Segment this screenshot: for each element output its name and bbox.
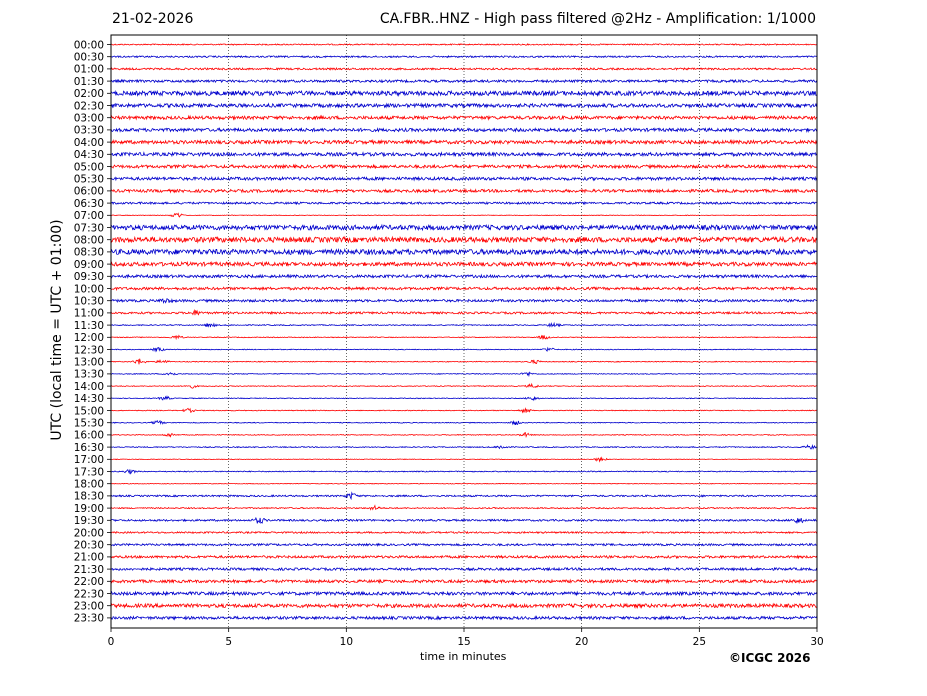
copyright-label: ©ICGC 2026 [729,651,811,665]
y-tick-label: 10:00 [74,283,104,295]
y-tick-label: 08:00 [74,235,104,247]
y-tick-label: 14:30 [74,393,104,405]
y-tick-label: 08:30 [74,247,104,259]
y-tick-label: 13:00 [74,357,104,369]
y-tick-label: 03:30 [74,125,104,137]
y-tick-label: 14:00 [74,381,104,393]
y-tick-label: 20:00 [74,527,104,539]
y-axis-ticks: 00:0000:3001:0001:3002:0002:3003:0003:30… [74,39,111,625]
trace-line [110,444,817,450]
x-tick-label: 30 [810,636,823,648]
chart-title: CA.FBR..HNZ - High pass filtered @2Hz - … [379,11,816,27]
trace-line [110,358,817,365]
vertical-gridlines [228,35,700,628]
y-tick-label: 05:00 [74,161,104,173]
y-tick-label: 07:30 [74,222,104,234]
x-tick-label: 10 [340,636,353,648]
trace-line [110,308,817,316]
trace-line [110,223,817,232]
trace-line [110,469,817,475]
x-tick-label: 20 [575,636,588,648]
y-tick-label: 15:00 [74,405,104,417]
trace-line [110,491,817,501]
y-tick-label: 15:30 [74,418,104,430]
y-tick-label: 20:30 [74,540,104,552]
trace-line [110,138,817,146]
y-tick-label: 12:30 [74,344,104,356]
trace-line [110,482,817,485]
x-tick-label: 0 [108,636,115,648]
y-tick-label: 04:00 [74,137,104,149]
y-tick-label: 04:30 [74,149,104,161]
y-tick-label: 09:00 [74,259,104,271]
y-tick-label: 05:30 [74,174,104,186]
y-axis-label: UTC (local time = UTC + 01:00) [49,219,65,441]
y-tick-label: 02:30 [74,100,104,112]
y-tick-label: 22:00 [74,576,104,588]
x-axis-ticks: 0 5 10 15 20 25 30 [108,628,824,648]
trace-line [110,260,817,268]
y-tick-label: 06:00 [74,186,104,198]
trace-line [110,504,817,511]
y-tick-label: 07:00 [74,210,104,222]
trace-line [110,530,817,535]
y-tick-label: 11:30 [74,320,104,332]
y-tick-label: 22:30 [74,588,104,600]
y-tick-label: 09:30 [74,271,104,283]
trace-line [110,151,817,158]
trace-line [110,175,817,182]
y-tick-label: 23:00 [74,601,104,613]
y-tick-label: 16:00 [74,430,104,442]
x-tick-label: 25 [693,636,706,648]
y-tick-label: 17:30 [74,466,104,478]
trace-line [110,235,817,244]
x-tick-label: 15 [457,636,470,648]
y-tick-label: 18:00 [74,479,104,491]
trace-line [110,334,817,341]
date-title: 21-02-2026 [112,11,194,27]
seismic-traces [110,43,817,621]
y-tick-label: 10:30 [74,296,104,308]
y-tick-label: 21:30 [74,564,104,576]
trace-line [110,516,817,524]
y-tick-label: 06:30 [74,198,104,210]
y-tick-label: 13:30 [74,369,104,381]
y-tick-label: 23:30 [74,613,104,625]
y-tick-label: 19:00 [74,503,104,515]
x-tick-label: 5 [225,636,232,648]
trace-line [110,542,817,547]
x-axis-label: time in minutes [420,650,507,663]
y-tick-label: 18:30 [74,491,104,503]
y-tick-label: 19:30 [74,515,104,527]
y-tick-label: 21:00 [74,552,104,564]
y-tick-label: 02:00 [74,88,104,100]
trace-line [110,371,817,378]
trace-line [110,346,817,353]
trace-line [110,201,817,206]
y-tick-label: 16:30 [74,442,104,454]
trace-line [110,127,817,133]
y-tick-label: 00:30 [74,52,104,64]
trace-line [110,456,817,463]
trace-line [110,321,817,328]
y-tick-label: 01:30 [74,76,104,88]
y-tick-label: 03:00 [74,113,104,125]
y-tick-label: 17:00 [74,454,104,466]
trace-line [110,89,817,98]
y-tick-label: 12:00 [74,332,104,344]
y-tick-label: 01:00 [74,64,104,76]
y-tick-label: 00:00 [74,39,104,51]
y-tick-label: 11:00 [74,308,104,320]
